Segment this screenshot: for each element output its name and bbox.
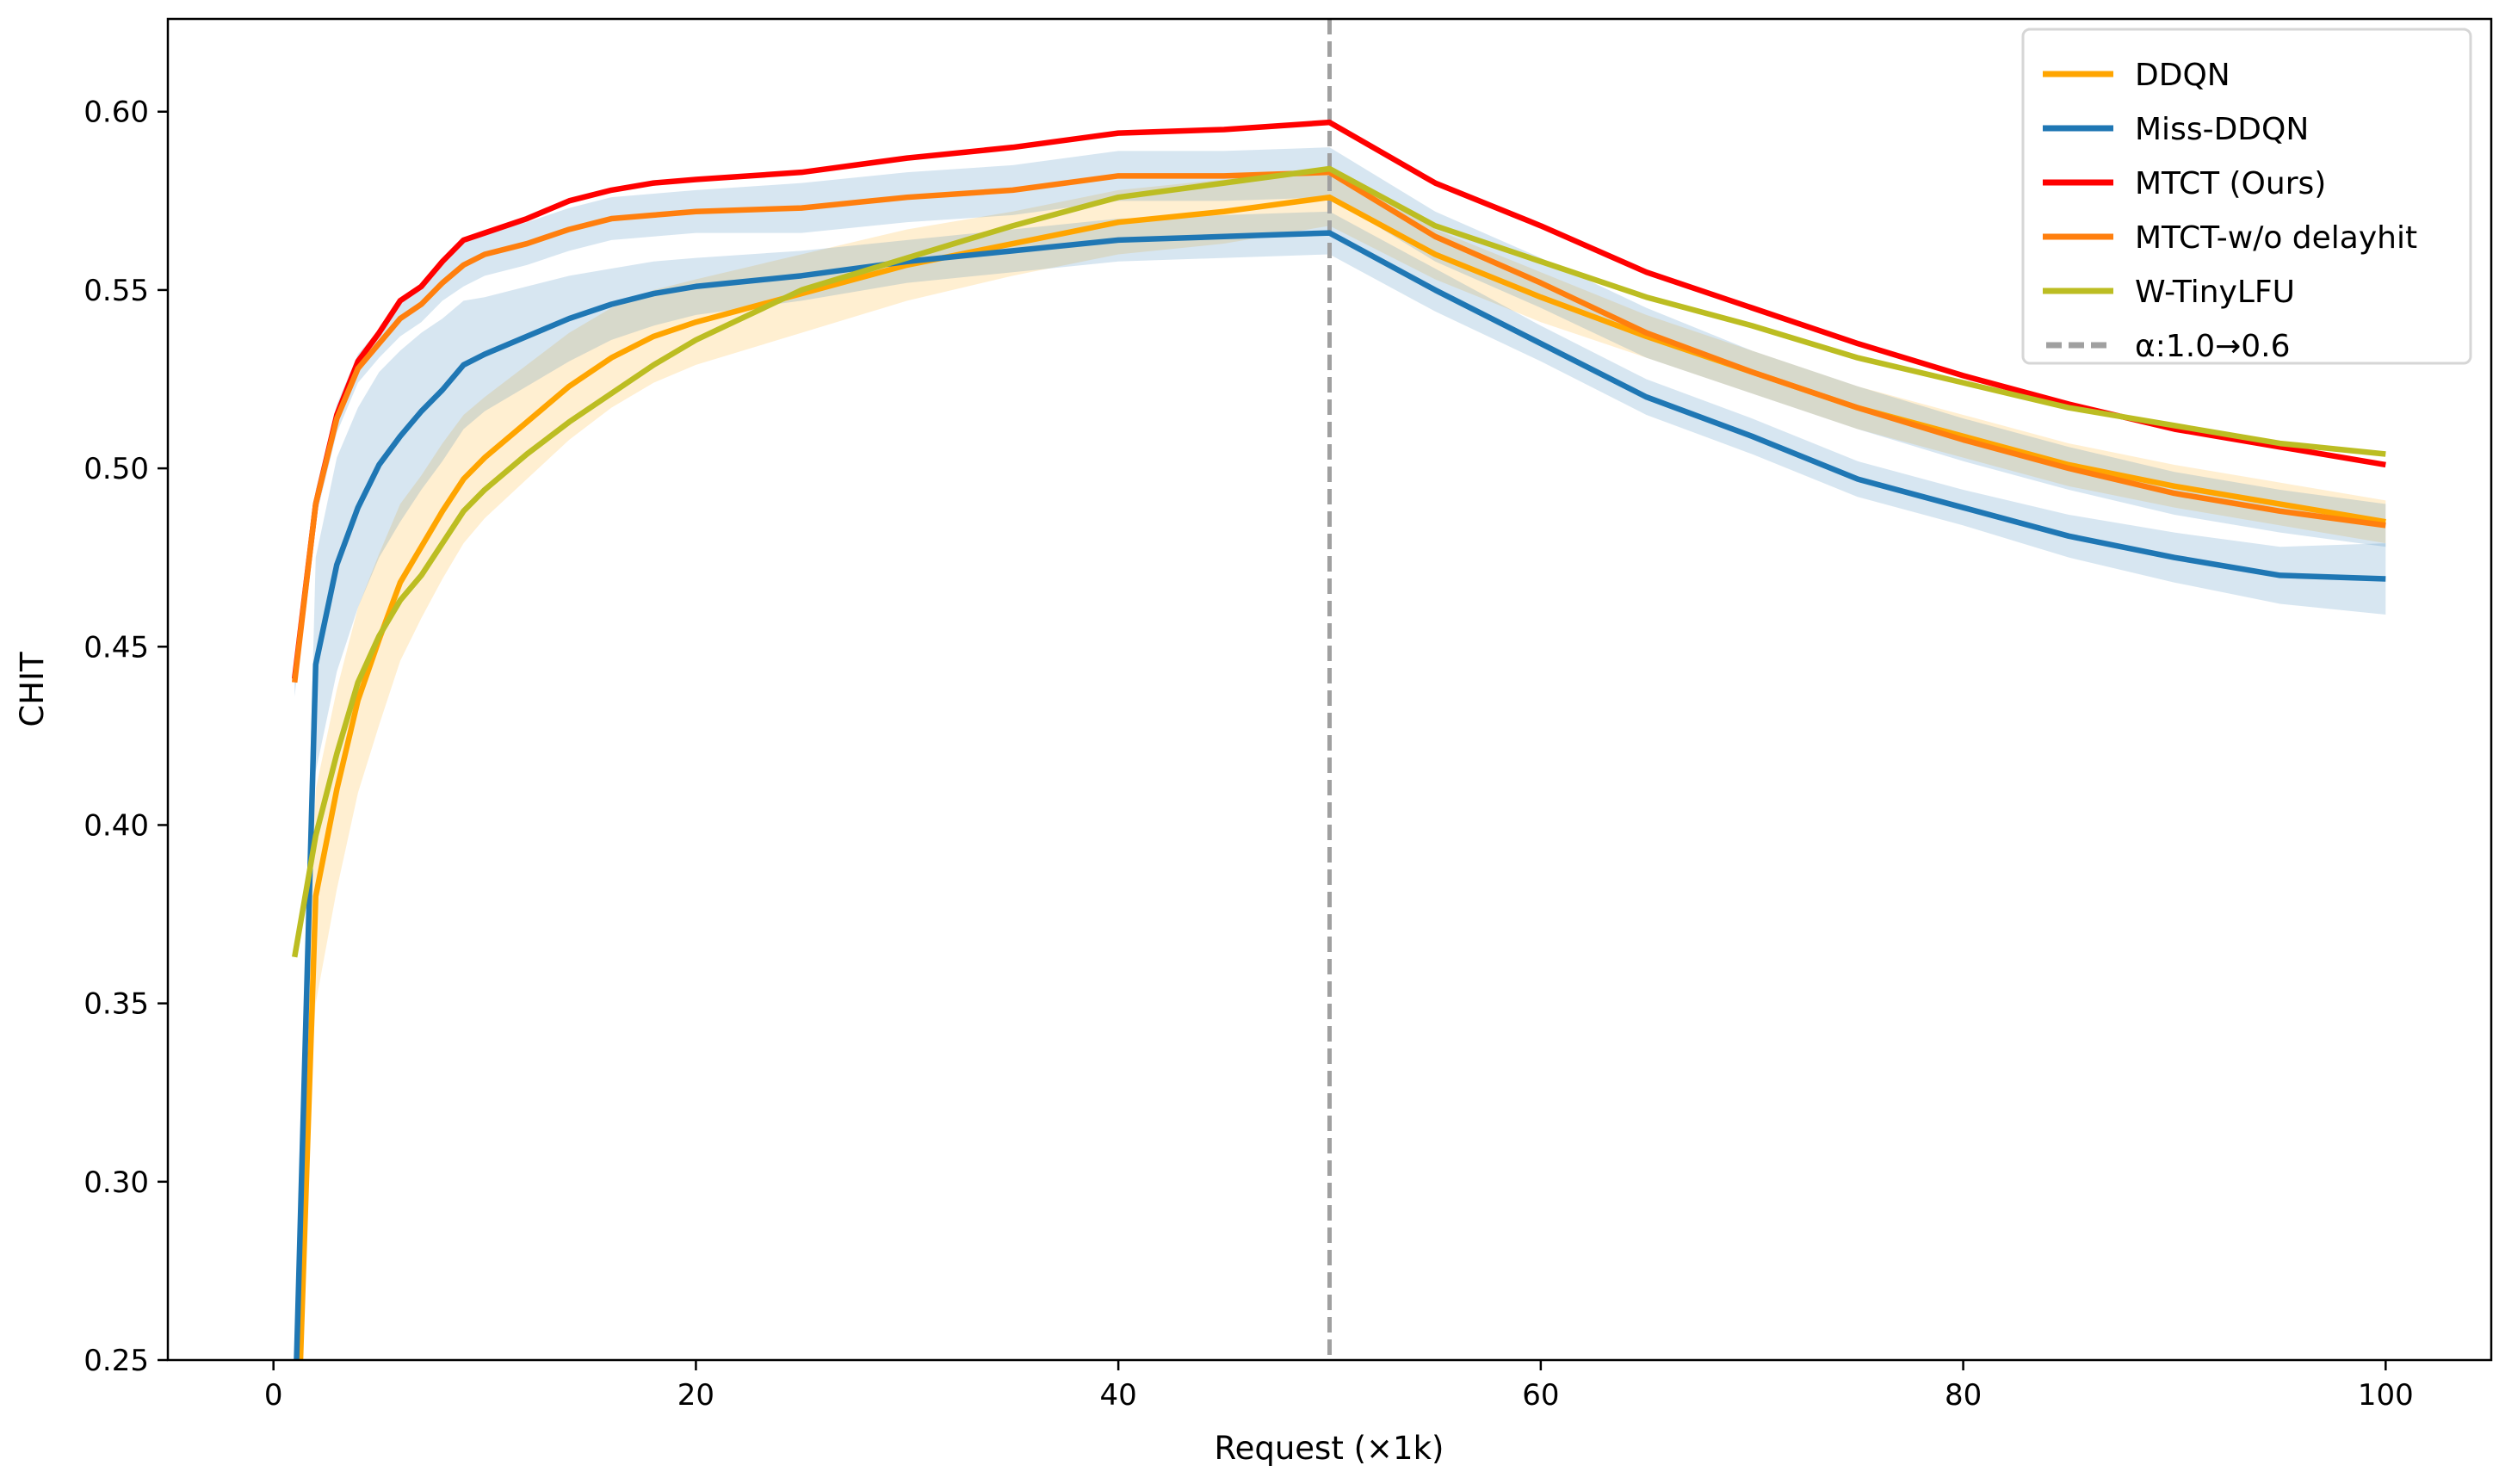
y-tick-label: 0.55 (84, 274, 149, 308)
legend-box (2021, 28, 2472, 365)
y-tick-label: 0.30 (84, 1166, 149, 1200)
series-line-3 (291, 169, 2386, 683)
series-line-4 (292, 165, 2386, 958)
series-line-2 (291, 119, 2386, 679)
series-lines (291, 19, 2386, 1361)
y-axis: 0.25 0.30 0.35 0.40 0.45 0.50 0.55 0.60 (84, 96, 168, 1378)
legend-label-3: MTCT-w/o delayhit (2135, 220, 2417, 256)
y-axis-label: CHIT (14, 652, 51, 727)
x-tick-label: 80 (1945, 1378, 1982, 1413)
legend-label-4: W-TinyLFU (2135, 275, 2295, 310)
x-tick-label: 20 (677, 1378, 714, 1413)
series-line-1 (294, 230, 2386, 1361)
band-1 (294, 211, 2386, 1360)
y-tick-label: 0.40 (84, 808, 149, 843)
confidence-bands (294, 147, 2386, 1360)
y-tick-label: 0.25 (84, 1344, 149, 1378)
x-axis: 0 20 40 60 80 100 (264, 1360, 2414, 1413)
x-axis-label: Request (×1k) (1215, 1430, 1444, 1467)
y-tick-label: 0.60 (84, 96, 149, 130)
legend: DDQN Miss-DDQN MTCT (Ours) MTCT-w/o delayhi… (2021, 28, 2472, 365)
x-tick-label: 60 (1522, 1378, 1559, 1413)
band-3 (294, 147, 2386, 697)
legend-label-1: Miss-DDQN (2135, 112, 2309, 147)
y-tick-label: 0.50 (84, 452, 149, 486)
legend-label-2: MTCT (Ours) (2135, 166, 2326, 201)
x-tick-label: 40 (1100, 1378, 1137, 1413)
y-tick-label: 0.35 (84, 987, 149, 1022)
plot-frame (166, 17, 2493, 1362)
legend-label-0: DDQN (2135, 58, 2230, 93)
legend-label-5: α:1.0→0.6 (2135, 329, 2291, 364)
x-tick-label: 0 (264, 1378, 283, 1413)
y-tick-label: 0.45 (84, 630, 149, 665)
x-tick-label: 100 (2358, 1378, 2414, 1413)
